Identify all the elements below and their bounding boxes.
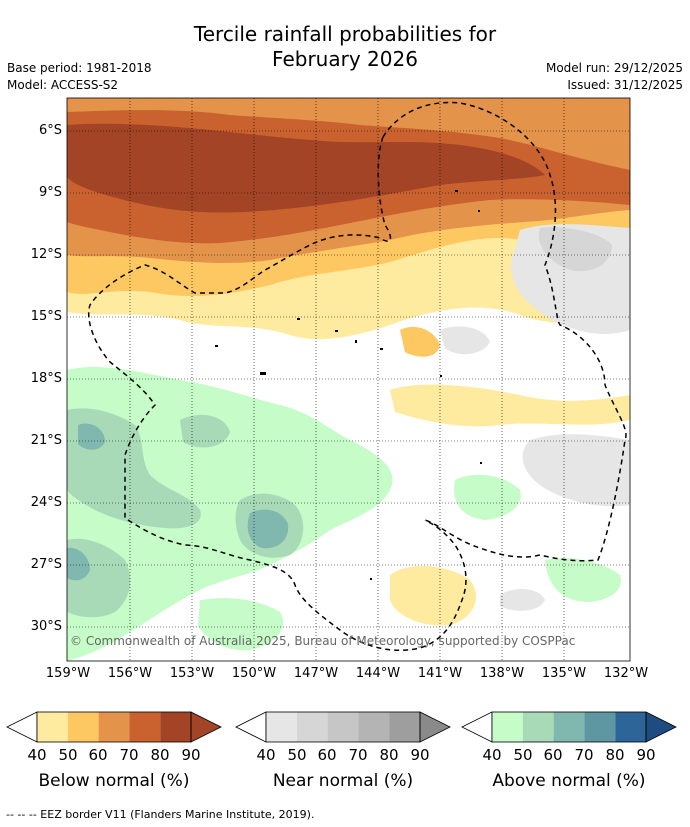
below-80-region	[67, 123, 545, 213]
colorbar-near-graphic	[235, 711, 451, 743]
lon-label: 150°W	[231, 666, 277, 681]
near-swatch-80	[389, 712, 420, 742]
above-tick-40: 40	[482, 746, 502, 764]
below-tick-50: 50	[58, 746, 78, 764]
graticule	[67, 98, 630, 661]
below-tick-40: 40	[27, 746, 47, 764]
above-tick-80: 80	[605, 746, 625, 764]
map-field	[67, 98, 630, 661]
below-tick-70: 70	[119, 746, 139, 764]
above-40-patch-east	[454, 474, 521, 520]
above-overflow-triangle	[645, 711, 677, 743]
above-swatch-40	[492, 712, 523, 742]
lat-label: 27°S	[30, 557, 62, 572]
near-40-patch-southeast	[500, 588, 545, 611]
below-tick-80: 80	[150, 746, 170, 764]
eez-border	[88, 101, 627, 652]
below-underflow-triangle	[6, 711, 38, 743]
above-tick-90: 90	[636, 746, 656, 764]
near-normal-title: Near normal (%)	[272, 771, 414, 791]
title-line-2: February 2026	[272, 47, 418, 71]
above-tick-60: 60	[543, 746, 563, 764]
above-40-patch-south	[198, 598, 284, 651]
colorbar-below-graphic	[6, 711, 222, 743]
model-run: Model run: 29/12/2025	[545, 61, 683, 75]
model-name: Model: ACCESS-S2	[7, 78, 119, 92]
near-40-region-southeast	[522, 434, 630, 507]
map-title: Tercile rainfall probabilities for Febru…	[0, 22, 690, 72]
near-50-region-east	[538, 227, 612, 272]
above-60-patch-southwest	[67, 547, 90, 581]
lon-label: 153°W	[169, 666, 215, 681]
below-40-patch-east	[390, 384, 630, 427]
lat-label: 24°S	[30, 495, 62, 510]
near-underflow-triangle	[235, 711, 267, 743]
below-swatch-40	[37, 712, 68, 742]
above-50-patch-mid	[180, 414, 230, 448]
near-40-patch-south	[440, 326, 490, 355]
near-tick-50: 50	[287, 746, 307, 764]
above-swatch-60	[553, 712, 585, 742]
below-swatch-60	[98, 712, 130, 742]
above-underflow-triangle	[461, 711, 493, 743]
colorbar-above-graphic	[461, 711, 677, 743]
lon-label: 159°W	[45, 666, 91, 681]
lon-label: 135°W	[541, 666, 587, 681]
below-swatch-70	[129, 712, 161, 742]
below-tick-60: 60	[88, 746, 108, 764]
above-swatch-80	[615, 712, 646, 742]
above-60-patch-west	[78, 423, 105, 450]
lat-label: 18°S	[30, 371, 62, 386]
lat-label: 6°S	[38, 123, 62, 138]
lon-label: 138°W	[479, 666, 525, 681]
meta-left: Base period: 1981-2018 Model: ACCESS-S2	[7, 60, 152, 94]
below-swatch-50	[67, 712, 99, 742]
above-normal-title: Above normal (%)	[492, 771, 646, 791]
lat-label: 21°S	[30, 433, 62, 448]
near-tick-60: 60	[317, 746, 337, 764]
above-tick-50: 50	[513, 746, 533, 764]
islands	[215, 190, 482, 580]
near-swatch-40	[266, 712, 297, 742]
lon-label: 132°W	[603, 666, 649, 681]
title-line-1: Tercile rainfall probabilities for	[193, 22, 497, 46]
lon-label: 156°W	[107, 666, 153, 681]
lon-label: 147°W	[293, 666, 339, 681]
above-swatch-50	[522, 712, 554, 742]
near-overflow-triangle	[419, 711, 451, 743]
above-60-patch-center	[247, 509, 289, 549]
near-tick-90: 90	[410, 746, 430, 764]
near-tick-80: 80	[379, 746, 399, 764]
near-swatch-70	[358, 712, 390, 742]
lat-label: 30°S	[30, 619, 62, 634]
lat-label: 12°S	[30, 247, 62, 262]
below-swatch-80	[160, 712, 191, 742]
below-normal-title: Below normal (%)	[38, 771, 190, 791]
lon-label: 141°W	[417, 666, 463, 681]
below-tick-90: 90	[181, 746, 201, 764]
map-frame	[66, 97, 631, 662]
lat-label: 15°S	[30, 309, 62, 324]
base-period: Base period: 1981-2018	[7, 61, 152, 75]
near-swatch-60	[327, 712, 359, 742]
eez-footnote: -- -- -- EEZ border V11 (Flanders Marine…	[6, 808, 315, 821]
above-swatch-70	[584, 712, 616, 742]
near-tick-70: 70	[348, 746, 368, 764]
near-tick-40: 40	[256, 746, 276, 764]
below-40-patch-south	[390, 565, 477, 626]
issued-date: Issued: 31/12/2025	[567, 78, 683, 92]
lon-label: 144°W	[355, 666, 401, 681]
above-40-region-southwest	[67, 367, 393, 661]
lat-label: 9°S	[38, 185, 62, 200]
below-50-patch	[400, 326, 440, 357]
near-swatch-50	[296, 712, 328, 742]
meta-right: Model run: 29/12/2025 Issued: 31/12/2025	[546, 60, 683, 94]
copyright-notice: © Commonwealth of Australia 2025, Bureau…	[70, 634, 576, 648]
above-tick-70: 70	[574, 746, 594, 764]
below-overflow-triangle	[190, 711, 222, 743]
